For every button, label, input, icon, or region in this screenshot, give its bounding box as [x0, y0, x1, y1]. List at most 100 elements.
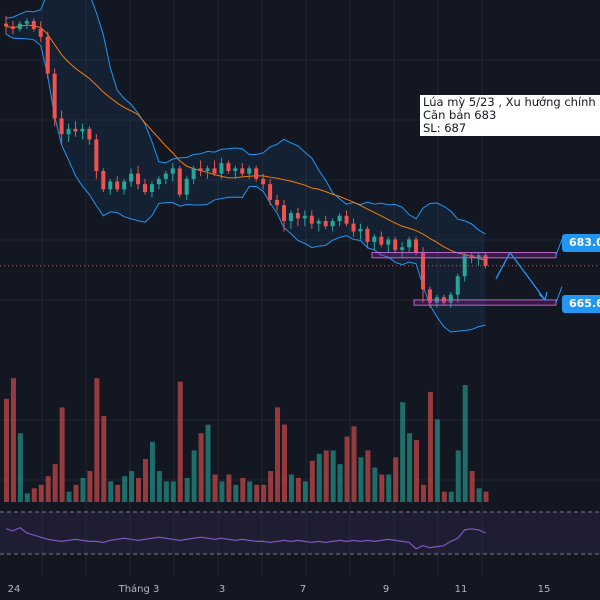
- volume-bar-39: [275, 407, 281, 502]
- candle-body-38: [268, 184, 273, 200]
- volume-bar-11: [80, 477, 86, 502]
- volume-bar-20: [143, 459, 148, 502]
- forecast-arrowhead: [538, 291, 548, 302]
- candle-body-48: [337, 215, 342, 221]
- volume-bar-5: [38, 484, 44, 502]
- zone-0: [371, 252, 557, 259]
- volume-bar-59: [414, 440, 420, 502]
- x-tick-0: 24: [8, 584, 21, 595]
- annotation-note: Lúa mỳ 5/23 , Xu hướng chính Căn bản 683…: [420, 95, 600, 136]
- candle-body-44: [309, 215, 314, 224]
- candle-body-6: [45, 36, 50, 74]
- volume-bar-63: [441, 491, 447, 502]
- volume-bar-64: [448, 491, 454, 502]
- candle-body-27: [191, 168, 196, 179]
- volume-bar-52: [365, 450, 371, 502]
- candle-body-50: [351, 223, 356, 232]
- price-label-683: 683.0: [562, 234, 600, 252]
- volume-bar-53: [372, 467, 378, 502]
- rsi-pane: [0, 511, 600, 555]
- candle-body-28: [198, 168, 203, 171]
- candle-body-20: [143, 184, 147, 193]
- candle-body-59: [414, 239, 419, 253]
- candle-body-24: [170, 168, 175, 174]
- zone-pointer-1: [555, 286, 563, 303]
- volume-bar-69: [483, 491, 489, 502]
- volume-bar-43: [302, 481, 308, 502]
- zones: [371, 239, 563, 306]
- annotation-line-2: Căn bản 683: [423, 108, 497, 122]
- candle-body-41: [288, 213, 293, 221]
- candle-body-0: [4, 23, 8, 27]
- volume-bar-49: [344, 436, 350, 502]
- volume-bar-24: [170, 481, 176, 502]
- candle-body-10: [73, 128, 78, 132]
- volume-bar-45: [316, 453, 322, 502]
- volume-bar-58: [407, 433, 413, 502]
- annotation-line-1: Lúa mỳ 5/23 , Xu hướng chính: [423, 95, 596, 109]
- candle-body-25: [177, 168, 182, 195]
- candle-body-39: [275, 199, 280, 206]
- band-upper: [5, 0, 486, 235]
- bollinger-bands: [5, 0, 486, 333]
- volume-bar-27: [191, 450, 197, 502]
- zone-pointer-0: [555, 239, 563, 256]
- volume-bar-12: [87, 471, 93, 502]
- x-tick-1: Tháng 3: [118, 583, 160, 595]
- volume-bar-56: [393, 457, 399, 502]
- candle-body-13: [94, 139, 99, 171]
- candle-body-5: [38, 28, 43, 37]
- volume-bar-54: [379, 474, 385, 502]
- candle-body-26: [184, 178, 189, 195]
- volume-bar-6: [45, 476, 51, 502]
- volume-bar-17: [122, 476, 128, 502]
- candle-body-4: [31, 21, 36, 29]
- volume-bar-51: [358, 457, 364, 502]
- candle-body-32: [226, 163, 231, 171]
- volume-bar-13: [94, 378, 100, 502]
- candle-body-49: [344, 215, 349, 224]
- x-tick-2: 3: [219, 584, 225, 595]
- candle-body-17: [122, 181, 127, 190]
- volume-bar-15: [108, 481, 114, 502]
- rsi-band: [0, 512, 600, 554]
- candle-body-7: [52, 73, 57, 119]
- candle-body-21: [149, 184, 154, 193]
- band-lower: [5, 33, 486, 333]
- volume-bar-33: [233, 484, 239, 502]
- candle-body-54: [379, 236, 384, 245]
- price-label-665: 665.6: [562, 295, 600, 313]
- forecast-arrows: [495, 251, 548, 302]
- volume-bar-10: [73, 484, 79, 502]
- candle-body-43: [302, 215, 307, 219]
- volume-bar-35: [247, 481, 253, 502]
- candle-body-65: [455, 276, 460, 295]
- volume-bar-68: [476, 488, 482, 502]
- candlestick-series: [0, 15, 600, 308]
- volume-bar-48: [337, 464, 343, 502]
- volume-bar-3: [24, 493, 30, 502]
- x-tick-3: 7: [300, 584, 306, 595]
- volume-bar-61: [427, 391, 433, 502]
- volume-bar-30: [212, 474, 218, 502]
- volume-bar-38: [268, 471, 274, 502]
- candle-body-19: [136, 173, 141, 185]
- candle-body-3: [24, 21, 29, 24]
- candle-body-58: [407, 239, 412, 248]
- candle-body-18: [129, 173, 134, 182]
- candle-body-51: [358, 228, 363, 232]
- volume-bar-66: [462, 385, 468, 502]
- volume-bar-7: [52, 464, 58, 502]
- volume-bar-62: [434, 419, 440, 502]
- candle-body-12: [87, 128, 92, 140]
- candle-body-14: [101, 171, 106, 190]
- volume-bar-46: [323, 450, 329, 502]
- volume-bar-18: [129, 471, 135, 502]
- candle-body-64: [448, 294, 453, 303]
- volume-bar-67: [469, 471, 475, 502]
- candle-body-47: [330, 220, 335, 227]
- volume-bars: [4, 378, 489, 502]
- candle-body-46: [323, 220, 328, 227]
- volume-bar-41: [288, 474, 294, 502]
- volume-bar-9: [66, 491, 72, 502]
